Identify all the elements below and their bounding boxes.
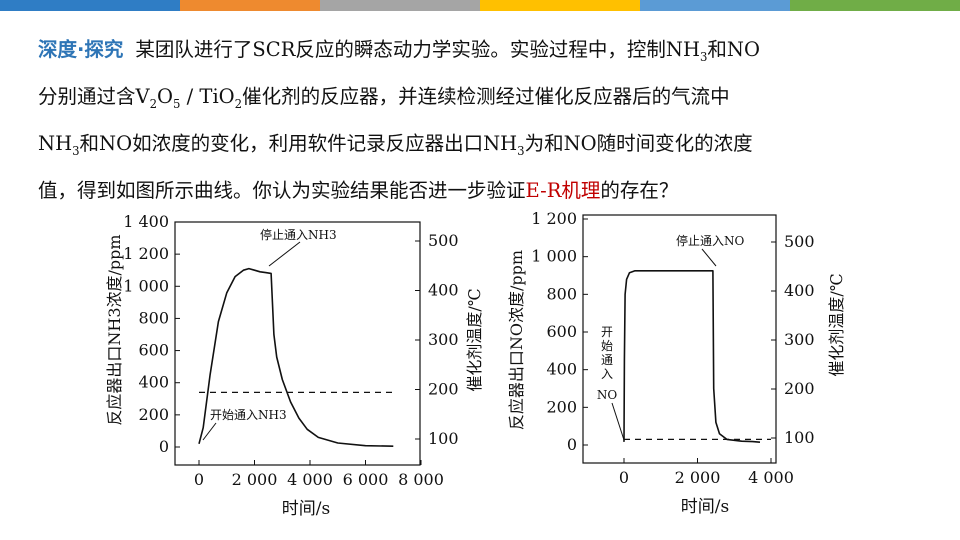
y-tick-label: 600 [546, 322, 577, 341]
y2-tick-label: 200 [428, 380, 459, 399]
chart2-ylabel: 反应器出口NO浓度/ppm [507, 250, 526, 430]
para-text-3: 分别通过含V [38, 84, 150, 108]
y-tick-label: 0 [567, 435, 577, 454]
para-text-9: 的存在？ [600, 178, 679, 202]
y-tick-label: 600 [138, 341, 169, 360]
chart1-xlabel: 时间/s [282, 499, 330, 519]
chart2-y2-ticks: 100 200 300 400 500 [771, 232, 815, 447]
x-tick-label: 4 000 [287, 470, 333, 489]
x-tick-label: 6 000 [343, 470, 389, 489]
chart1-annotation-start-pointer [202, 422, 217, 441]
x-tick-label: 4 000 [748, 468, 794, 487]
chart-nh3: 0 2 000 4 000 6 000 8 000 0 200 400 600 800 1 000… [105, 212, 484, 519]
chart2-annotation-stop: 停止通入NO [676, 233, 745, 248]
chart1-ylabel: 反应器出口NH3浓度/ppm [105, 234, 124, 425]
chart2-x-ticks: 0 2 000 4 000 [619, 458, 794, 487]
y2-tick-label: 100 [784, 428, 815, 447]
para-text-3c: / TiO [180, 84, 235, 108]
y-tick-label: 1 000 [531, 247, 577, 266]
y-tick-label: 1 200 [531, 209, 577, 228]
chart2-y2label: 催化剂温度/℃ [827, 273, 846, 376]
chart2-annotation-start-char: 通 [601, 353, 613, 367]
para-sub-5: 3 [72, 143, 80, 158]
chart1-y-ticks: 0 200 400 600 800 1 000 1 200 1 400 [123, 212, 180, 456]
para-text-4: 催化剂的反应器，并连续检测经过催化反应器后的气流中 [242, 84, 730, 108]
x-tick-label: 0 [194, 470, 204, 489]
x-tick-label: 8 000 [398, 470, 444, 489]
y2-tick-label: 400 [784, 281, 815, 300]
y-tick-label: 800 [138, 308, 169, 327]
chart2-annotation-start-char: 入 [601, 367, 613, 381]
y-tick-label: 800 [546, 284, 577, 303]
para-sub-6: 3 [517, 143, 525, 158]
concentration-line [623, 269, 761, 443]
y-tick-label: 200 [546, 397, 577, 416]
chart1-lines [198, 267, 394, 447]
para-text-5: NH [38, 131, 73, 155]
chart2-annotation-stop-pointer [701, 248, 717, 267]
y2-tick-label: 300 [784, 330, 815, 349]
para-text-2: 和NO [707, 38, 760, 61]
question-paragraph: 深度·探究 某团队进行了SCR反应的瞬态动力学实验。实验过程中，控制NH3和NO … [38, 30, 928, 211]
para-text-7: 为和NO随时间变化的浓度 [524, 131, 753, 155]
chart1-y2-ticks: 100 200 300 400 500 [415, 231, 459, 448]
para-sub-2: 2 [149, 96, 158, 111]
chart1-x-ticks: 0 2 000 4 000 6 000 8 000 [194, 460, 444, 489]
chart2-annotation-start-char: 始 [601, 339, 613, 353]
y-tick-label: 200 [138, 405, 169, 424]
y2-tick-label: 500 [428, 231, 459, 250]
concentration-line [198, 267, 394, 447]
chart1-annotation-stop: 停止通入NH3 [260, 227, 337, 242]
chart2-y-ticks: 0 200 400 600 800 1 000 1 200 [531, 209, 588, 454]
x-tick-label: 0 [619, 468, 629, 487]
chart2-frame [582, 214, 777, 464]
para-sub-1: 3 [699, 49, 708, 64]
y2-tick-label: 100 [428, 429, 459, 448]
chart2-annotation-start-tail: NO [597, 388, 618, 402]
chart1-frame [174, 221, 421, 466]
chart2-lines [623, 269, 771, 443]
chart1-annotation-start: 开始通入NH3 [210, 408, 287, 422]
chart-no: 0 2 000 4 000 0 200 400 600 800 1 000 1 200 100 2… [507, 209, 846, 517]
y-tick-label: 400 [138, 373, 169, 392]
chart1-y2label: 催化剂温度/℃ [465, 288, 484, 391]
y-tick-label: 1 000 [123, 276, 169, 295]
para-text-6: 和NO如浓度的变化，利用软件记录反应器出口NH [79, 131, 518, 155]
highlight-text: E-R机理 [525, 178, 601, 202]
chart1-annotation-stop-pointer [268, 241, 301, 267]
para-sub-4: 2 [234, 96, 243, 111]
y2-tick-label: 300 [428, 330, 459, 349]
top-bar-segment-5 [640, 0, 790, 11]
top-bar-segment-6 [790, 0, 960, 11]
top-color-bar [0, 0, 960, 11]
x-tick-label: 2 000 [232, 470, 278, 489]
chart2-xlabel: 时间/s [681, 497, 729, 517]
y-tick-label: 400 [546, 360, 577, 379]
top-bar-segment-3 [320, 0, 480, 11]
y-tick-label: 0 [159, 437, 169, 456]
y-tick-label: 1 200 [123, 244, 169, 263]
y-tick-label: 1 400 [123, 212, 169, 231]
top-bar-segment-4 [480, 0, 640, 11]
y2-tick-label: 200 [784, 379, 815, 398]
para-text-3b: O [157, 84, 174, 108]
top-bar-segment-1 [0, 0, 180, 11]
para-text-8: 值，得到如图所示曲线。你认为实验结果能否进一步验证 [38, 178, 526, 202]
chart2-annotation-start-char: 开 [601, 325, 613, 339]
para-text-1: 某团队进行了SCR反应的瞬态动力学实验。实验过程中，控制NH [135, 38, 700, 61]
section-tag: 深度·探究 [38, 38, 124, 61]
chart2-annotation-start-pointer [611, 402, 625, 441]
para-sub-3: 5 [173, 96, 181, 111]
y2-tick-label: 500 [784, 232, 815, 251]
x-tick-label: 2 000 [675, 468, 721, 487]
top-bar-segment-2 [180, 0, 320, 11]
y2-tick-label: 400 [428, 281, 459, 300]
chart2-annotation-start: 开始通入 NO [597, 325, 618, 402]
